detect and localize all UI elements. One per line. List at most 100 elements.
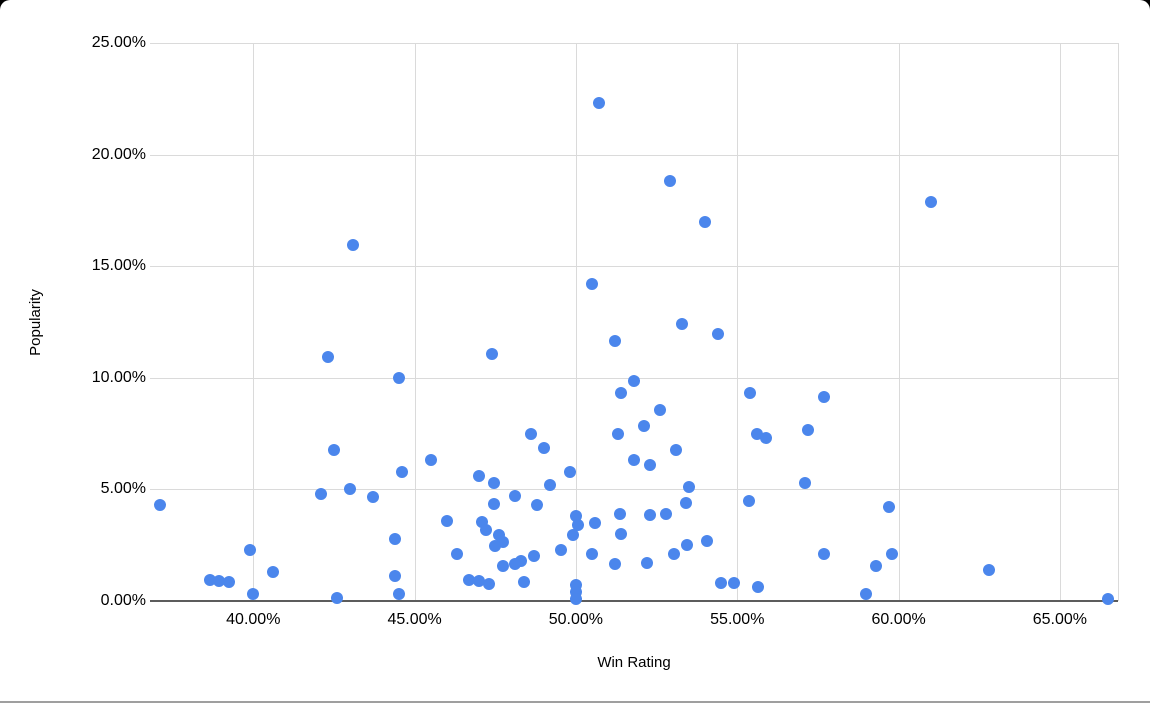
data-point[interactable] [424, 454, 437, 467]
data-point[interactable] [742, 494, 755, 507]
data-point[interactable] [321, 350, 334, 363]
y-tick-label: 5.00% [100, 480, 146, 498]
x-tick-label: 55.00% [710, 611, 765, 628]
data-point[interactable] [802, 424, 815, 437]
data-point[interactable] [750, 427, 763, 440]
data-point[interactable] [711, 328, 724, 341]
data-point[interactable] [344, 483, 357, 496]
data-point[interactable] [389, 532, 402, 545]
data-point[interactable] [653, 404, 666, 417]
data-point[interactable] [882, 501, 895, 514]
data-point[interactable] [327, 444, 340, 457]
data-point[interactable] [531, 499, 544, 511]
data-point[interactable] [563, 465, 576, 478]
data-point[interactable] [486, 348, 498, 361]
data-point[interactable] [331, 591, 344, 604]
data-point[interactable] [870, 560, 882, 573]
data-point[interactable] [644, 509, 657, 522]
data-point[interactable] [153, 499, 166, 511]
data-point[interactable] [497, 560, 510, 573]
data-point[interactable] [628, 454, 640, 467]
y-tick-label: 10.00% [91, 368, 146, 386]
data-point[interactable] [482, 578, 495, 591]
data-point[interactable] [681, 539, 694, 552]
data-point[interactable] [669, 444, 682, 457]
data-point[interactable] [700, 534, 713, 547]
data-point[interactable] [487, 476, 500, 489]
data-point[interactable] [463, 573, 476, 586]
data-point[interactable] [266, 566, 279, 578]
data-point[interactable] [347, 239, 360, 251]
data-point[interactable] [744, 387, 757, 400]
data-point[interactable] [555, 543, 568, 556]
data-point[interactable] [315, 487, 327, 500]
data-point[interactable] [203, 573, 216, 586]
data-point[interactable] [518, 576, 531, 588]
data-point[interactable] [760, 432, 773, 445]
gridline-horizontal [150, 154, 1118, 156]
data-point[interactable] [1102, 592, 1115, 605]
data-point[interactable] [395, 465, 408, 478]
data-point[interactable] [487, 497, 500, 510]
data-point[interactable] [247, 588, 260, 601]
data-point[interactable] [544, 478, 557, 491]
data-point[interactable] [537, 442, 550, 455]
data-point[interactable] [799, 476, 811, 489]
data-point[interactable] [668, 548, 681, 561]
data-point[interactable] [392, 371, 405, 384]
data-point[interactable] [508, 490, 521, 503]
data-point[interactable] [818, 390, 831, 403]
data-point[interactable] [660, 508, 673, 520]
data-point[interactable] [682, 481, 695, 494]
data-point[interactable] [663, 175, 676, 188]
data-point[interactable] [566, 529, 579, 542]
data-point[interactable] [752, 580, 765, 593]
data-point[interactable] [586, 548, 599, 561]
data-point[interactable] [728, 577, 740, 590]
data-point[interactable] [644, 458, 657, 471]
data-point[interactable] [679, 496, 692, 509]
data-point[interactable] [473, 470, 486, 482]
data-point[interactable] [244, 543, 256, 556]
data-point[interactable] [615, 528, 628, 540]
data-point[interactable] [676, 318, 689, 331]
gridline-horizontal [150, 266, 1118, 268]
data-point[interactable] [860, 588, 873, 601]
data-point[interactable] [924, 195, 937, 208]
data-point[interactable] [473, 574, 486, 587]
data-point[interactable] [715, 577, 728, 590]
data-point[interactable] [818, 548, 831, 561]
data-point[interactable] [389, 570, 402, 583]
data-point[interactable] [608, 558, 621, 571]
data-point[interactable] [440, 514, 453, 527]
data-point[interactable] [699, 215, 711, 228]
data-point[interactable] [508, 558, 521, 571]
data-point[interactable] [586, 278, 599, 291]
data-point[interactable] [592, 97, 605, 110]
data-point[interactable] [608, 335, 621, 347]
data-point[interactable] [450, 548, 463, 561]
data-point[interactable] [613, 508, 626, 520]
data-point[interactable] [213, 574, 226, 587]
data-point[interactable] [589, 516, 602, 529]
data-point[interactable] [489, 540, 502, 553]
data-point[interactable] [524, 427, 537, 440]
data-point[interactable] [637, 419, 650, 432]
data-point[interactable] [982, 563, 995, 576]
data-point[interactable] [571, 519, 584, 532]
data-point[interactable] [569, 592, 582, 605]
x-axis-line [150, 600, 1118, 602]
data-point[interactable] [611, 427, 624, 440]
data-point[interactable] [392, 588, 405, 601]
data-point[interactable] [615, 387, 628, 400]
data-point[interactable] [223, 576, 236, 588]
data-point[interactable] [366, 491, 379, 504]
data-point[interactable] [640, 557, 653, 570]
data-point[interactable] [628, 375, 640, 388]
data-point[interactable] [528, 550, 540, 563]
data-point[interactable] [886, 548, 899, 561]
data-point[interactable] [479, 523, 492, 536]
